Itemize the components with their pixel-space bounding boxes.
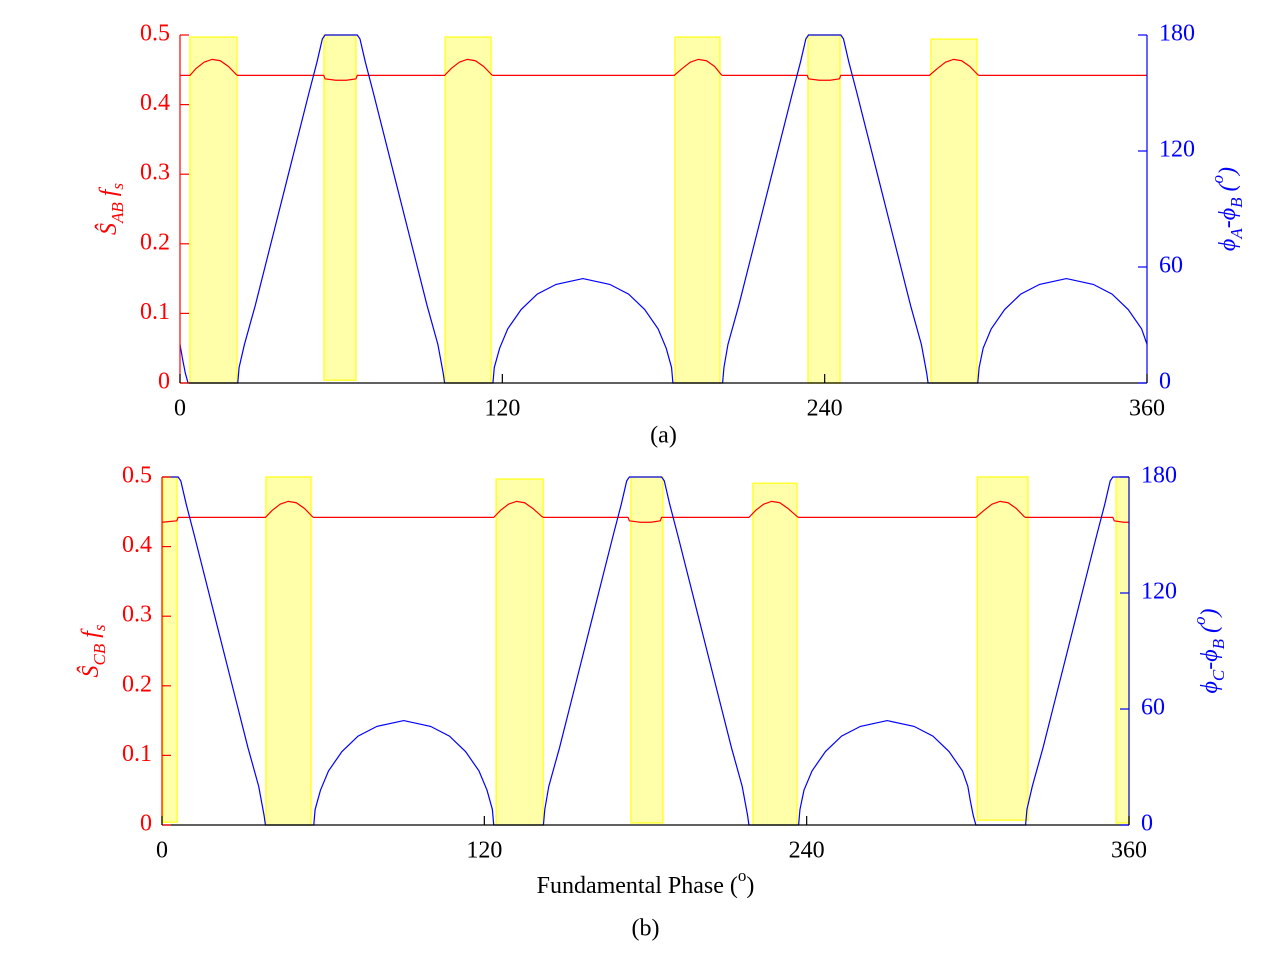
label-part: Fundamental Phase ( [537, 873, 738, 899]
highlight-region [807, 34, 841, 384]
label-part: f [78, 628, 104, 644]
label-part: ) [1197, 608, 1223, 618]
y2-tick-label: 0 [1141, 811, 1153, 837]
axis-label: Fundamental Phase (o) [537, 866, 755, 898]
y-tick-label: 0.1 [140, 299, 170, 325]
y2-tick-label: 180 [1159, 21, 1195, 47]
highlight-region [930, 38, 978, 384]
label-part: o [738, 866, 747, 885]
y-tick-label: 0.3 [122, 602, 152, 628]
label-part: ) [746, 873, 754, 899]
x-tick-label: 360 [1129, 396, 1165, 422]
label-part: ) [1215, 167, 1241, 177]
label-part: -ϕ [1215, 208, 1241, 228]
caption: (b) [632, 916, 660, 942]
highlight-region [752, 482, 798, 826]
label-part: s [90, 624, 109, 631]
label-part: C [1209, 669, 1228, 681]
x-tick-label: 240 [789, 838, 825, 864]
highlight-region [674, 36, 721, 384]
highlight-region [265, 476, 312, 826]
highlight-region [976, 476, 1029, 821]
label-part: f [96, 186, 122, 202]
x-tick-label: 240 [807, 396, 843, 422]
axis-label: ŜAB fs [95, 183, 128, 235]
highlight-region [189, 36, 238, 384]
highlight-region [162, 476, 178, 823]
x-tick-label: 360 [1111, 838, 1147, 864]
y-tick-label: 0.5 [122, 463, 152, 489]
y2-tick-label: 0 [1159, 369, 1171, 395]
y2-tick-label: 60 [1141, 695, 1165, 721]
y-tick-label: 0.2 [140, 229, 170, 255]
label-part: CB [90, 643, 109, 665]
data-line [161, 500, 1129, 523]
highlight-region [495, 478, 544, 826]
data-line [180, 58, 1147, 81]
highlight-region [444, 36, 492, 384]
y-tick-label: 0 [140, 811, 152, 837]
y2-tick-label: 120 [1141, 579, 1177, 605]
axis-label: ϕC-ϕB (o) [1190, 608, 1228, 693]
axis-label: ϕA-ϕB (o) [1208, 167, 1246, 251]
label-part: ( [1197, 623, 1223, 639]
label-part: Ŝ [95, 223, 122, 235]
y-tick-label: 0.4 [140, 90, 170, 116]
label-part: AB [108, 202, 127, 224]
label-part: ( [1215, 181, 1241, 197]
y-tick-label: 0.4 [122, 532, 152, 558]
x-tick-label: 120 [466, 838, 502, 864]
y2-tick-label: 60 [1159, 253, 1183, 279]
label-part: B [1209, 638, 1228, 649]
caption: (a) [650, 423, 677, 449]
label-part: ϕ [1197, 681, 1223, 693]
label-part: o [1208, 175, 1227, 184]
y-tick-label: 0.1 [122, 741, 152, 767]
label-part: A [1227, 228, 1246, 240]
y-tick-label: 0.5 [140, 21, 170, 47]
y-tick-label: 0.2 [122, 671, 152, 697]
label-part: s [108, 183, 127, 190]
label-part: B [1227, 197, 1246, 208]
label-part: o [1190, 616, 1209, 625]
label-part: ϕ [1215, 239, 1241, 251]
highlight-region [1115, 476, 1130, 824]
y-tick-label: 0 [158, 369, 170, 395]
label-part: -ϕ [1197, 649, 1223, 669]
axis-label: ŜCB fs [77, 624, 110, 677]
x-tick-label: 0 [156, 838, 168, 864]
data-line [179, 34, 1148, 384]
y2-tick-label: 120 [1159, 137, 1195, 163]
label-part: Ŝ [77, 666, 104, 678]
highlight-region [323, 34, 357, 381]
x-tick-label: 0 [174, 396, 186, 422]
x-tick-label: 120 [484, 396, 520, 422]
y2-tick-label: 180 [1141, 463, 1177, 489]
data-line [162, 476, 1129, 826]
y-tick-label: 0.3 [140, 160, 170, 186]
highlight-region [630, 476, 664, 824]
